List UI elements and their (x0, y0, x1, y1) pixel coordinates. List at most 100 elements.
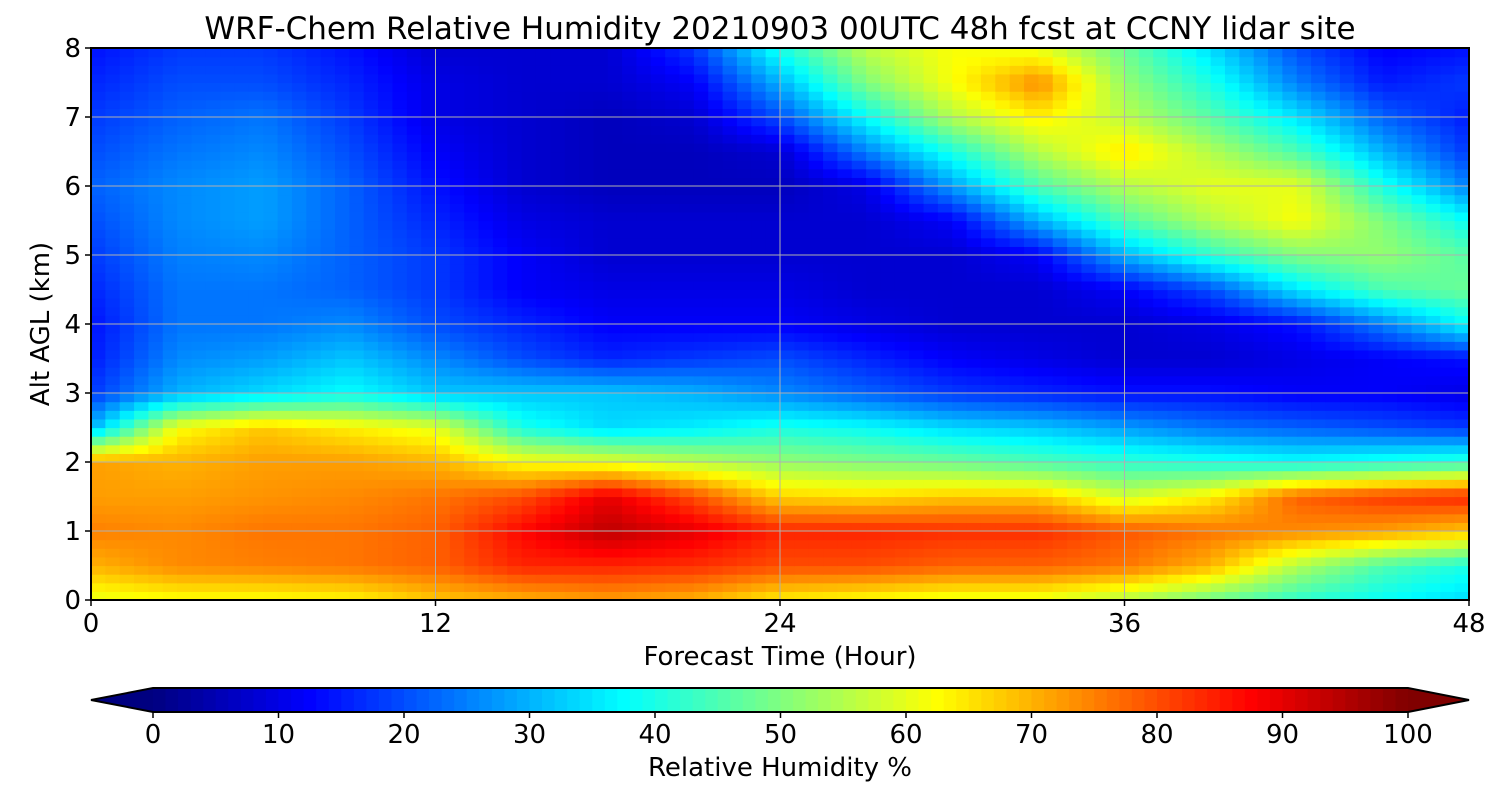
heatmap-cell (1425, 548, 1441, 558)
heatmap-cell (550, 194, 566, 204)
heatmap-cell (1153, 358, 1169, 368)
heatmap-cell (1110, 591, 1126, 600)
heatmap-cell (191, 168, 207, 178)
heatmap-cell (1325, 582, 1341, 592)
heatmap-cell (105, 427, 121, 437)
heatmap-cell (1124, 574, 1140, 584)
heatmap-cell (866, 436, 882, 446)
heatmap-cell (134, 298, 150, 308)
heatmap-cell (177, 436, 193, 446)
heatmap-cell (1067, 168, 1083, 178)
heatmap-cell (1368, 582, 1384, 592)
heatmap-cell (492, 203, 508, 213)
heatmap-cell (1167, 332, 1183, 342)
heatmap-cell (521, 375, 537, 385)
heatmap-cell (808, 565, 824, 575)
heatmap-cell (449, 470, 465, 480)
heatmap-cell (191, 289, 207, 299)
heatmap-cell (1296, 324, 1312, 334)
heatmap-cell (593, 246, 609, 256)
heatmap-cell (105, 591, 121, 600)
heatmap-cell (119, 522, 135, 532)
heatmap-cell (1067, 341, 1083, 351)
heatmap-cell (478, 479, 494, 489)
heatmap-cell (220, 574, 236, 584)
heatmap-cell (507, 358, 523, 368)
heatmap-cell (1339, 582, 1355, 592)
heatmap-cell (823, 349, 839, 360)
heatmap-cell (1440, 505, 1456, 515)
heatmap-cell (780, 203, 795, 213)
heatmap-cell (1397, 177, 1413, 187)
heatmap-cell (622, 591, 638, 600)
heatmap-cell (794, 246, 810, 256)
heatmap-cell (851, 332, 867, 342)
heatmap-cell (392, 487, 408, 498)
heatmap-cell (837, 384, 853, 394)
heatmap-cell (177, 263, 193, 273)
heatmap-cell (119, 401, 135, 411)
heatmap-cell (1411, 358, 1427, 368)
heatmap-cell (736, 522, 752, 532)
heatmap-cell (320, 384, 336, 394)
heatmap-cell (1311, 211, 1327, 222)
heatmap-cell (952, 401, 968, 411)
heatmap-cell (952, 496, 968, 506)
heatmap-cell (736, 255, 752, 265)
heatmap-cell (693, 436, 709, 446)
heatmap-cell (607, 341, 623, 351)
heatmap-cell (823, 203, 839, 213)
heatmap-cell (1124, 487, 1140, 498)
heatmap-cell (1411, 436, 1427, 446)
heatmap-cell (1282, 298, 1298, 308)
heatmap-cell (794, 453, 810, 463)
heatmap-cell (392, 315, 408, 325)
heatmap-cell (1095, 168, 1111, 178)
heatmap-cell (464, 513, 480, 523)
heatmap-cell (794, 556, 810, 567)
heatmap-cell (1210, 211, 1226, 222)
heatmap-cell (1382, 591, 1398, 600)
heatmap-cell (780, 358, 795, 368)
heatmap-cell (980, 332, 996, 342)
heatmap-cell (205, 470, 221, 480)
heatmap-cell (1110, 160, 1126, 170)
heatmap-cell (1067, 487, 1083, 498)
heatmap-cell (650, 548, 666, 558)
heatmap-cell (277, 539, 293, 549)
heatmap-cell (579, 410, 594, 420)
heatmap-cell (1210, 324, 1226, 334)
heatmap-cell (406, 358, 422, 368)
heatmap-cell (650, 280, 666, 291)
heatmap-cell (191, 427, 207, 437)
heatmap-cell (392, 280, 408, 291)
heatmap-cell (1052, 487, 1068, 498)
heatmap-cell (1153, 393, 1169, 403)
heatmap-cell (1253, 496, 1269, 506)
heatmap-cell (995, 427, 1011, 437)
heatmap-cell (1052, 427, 1068, 437)
heatmap-cell (234, 358, 250, 368)
heatmap-cell (866, 237, 882, 247)
heatmap-cell (937, 263, 953, 273)
heatmap-cell (1024, 565, 1039, 575)
heatmap-cell (894, 306, 910, 316)
heatmap-cell (91, 574, 106, 584)
heatmap-cell (105, 539, 121, 549)
heatmap-cell (751, 531, 767, 541)
heatmap-cell (1095, 263, 1111, 273)
heatmap-cell (1153, 306, 1169, 316)
heatmap-cell (780, 220, 795, 230)
heatmap-cell (937, 177, 953, 187)
heatmap-cell (492, 280, 508, 291)
heatmap-cell (937, 341, 953, 351)
heatmap-cell (980, 591, 996, 600)
heatmap-cell (1009, 280, 1025, 291)
heatmap-cell (277, 203, 293, 213)
heatmap-cell (1110, 505, 1126, 515)
heatmap-cell (91, 367, 106, 377)
heatmap-cell (248, 470, 264, 480)
heatmap-cell (995, 548, 1011, 558)
heatmap-cell (980, 349, 996, 360)
heatmap-cell (134, 436, 150, 446)
